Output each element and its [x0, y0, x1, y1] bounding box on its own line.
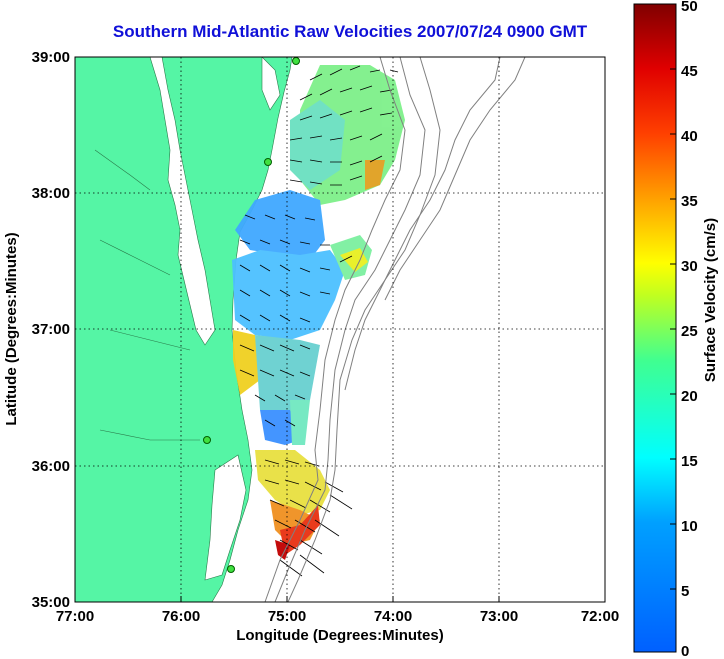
bathymetry-contours — [264, 57, 526, 602]
colorbar-tick-label: 35 — [681, 193, 698, 210]
x-tick-label: 77:00 — [56, 608, 94, 625]
map-title: Southern Mid-Atlantic Raw Velocities 200… — [112, 22, 588, 41]
colorbar-tick-label: 20 — [681, 388, 698, 405]
x-tick-label: 73:00 — [480, 608, 518, 625]
plot-frame — [74, 56, 606, 603]
y-tick-label: 38:00 — [32, 185, 70, 202]
colorbar-tick-label: 50 — [681, 0, 698, 15]
y-axis-label: Latitude (Degrees:Minutes) — [3, 232, 20, 425]
inland-river — [94, 149, 200, 441]
x-tick-label: 72:00 — [581, 608, 619, 625]
colorbar-tick-label: 40 — [681, 128, 698, 145]
colorbar-label: Surface Velocity (cm/s) — [702, 218, 719, 382]
colorbar-ticks: 50 45 40 35 30 25 20 15 10 5 0 — [681, 0, 698, 659]
colorbar-tick-label: 25 — [681, 323, 698, 340]
velocity-arrows — [239, 65, 399, 577]
colorbar — [633, 3, 677, 653]
x-tick-marks — [74, 596, 606, 602]
colorbar-tick-label: 10 — [681, 518, 698, 535]
radar-site-markers — [203, 57, 300, 573]
colorbar-tick-label: 45 — [681, 63, 698, 80]
colorbar-tick-label: 15 — [681, 453, 698, 470]
y-tick-label: 35:00 — [32, 594, 70, 611]
x-axis-label: Longitude (Degrees:Minutes) — [236, 627, 444, 644]
y-tick-label: 39:00 — [32, 49, 70, 66]
x-tick-label: 74:00 — [374, 608, 412, 625]
x-tick-label: 75:00 — [268, 608, 306, 625]
chesapeake-bay — [149, 57, 216, 346]
colorbar-tick-marks — [670, 68, 676, 590]
delaware-bay — [261, 57, 281, 111]
colorbar-tick-label: 5 — [681, 583, 689, 600]
colorbar-tick-label: 0 — [681, 643, 689, 659]
colorbar-tick-label: 30 — [681, 258, 698, 275]
y-tick-label: 36:00 — [32, 458, 70, 475]
pamlico-sound — [204, 454, 247, 581]
grid-lines — [75, 57, 605, 602]
x-tick-label: 76:00 — [162, 608, 200, 625]
y-tick-label: 37:00 — [32, 321, 70, 338]
